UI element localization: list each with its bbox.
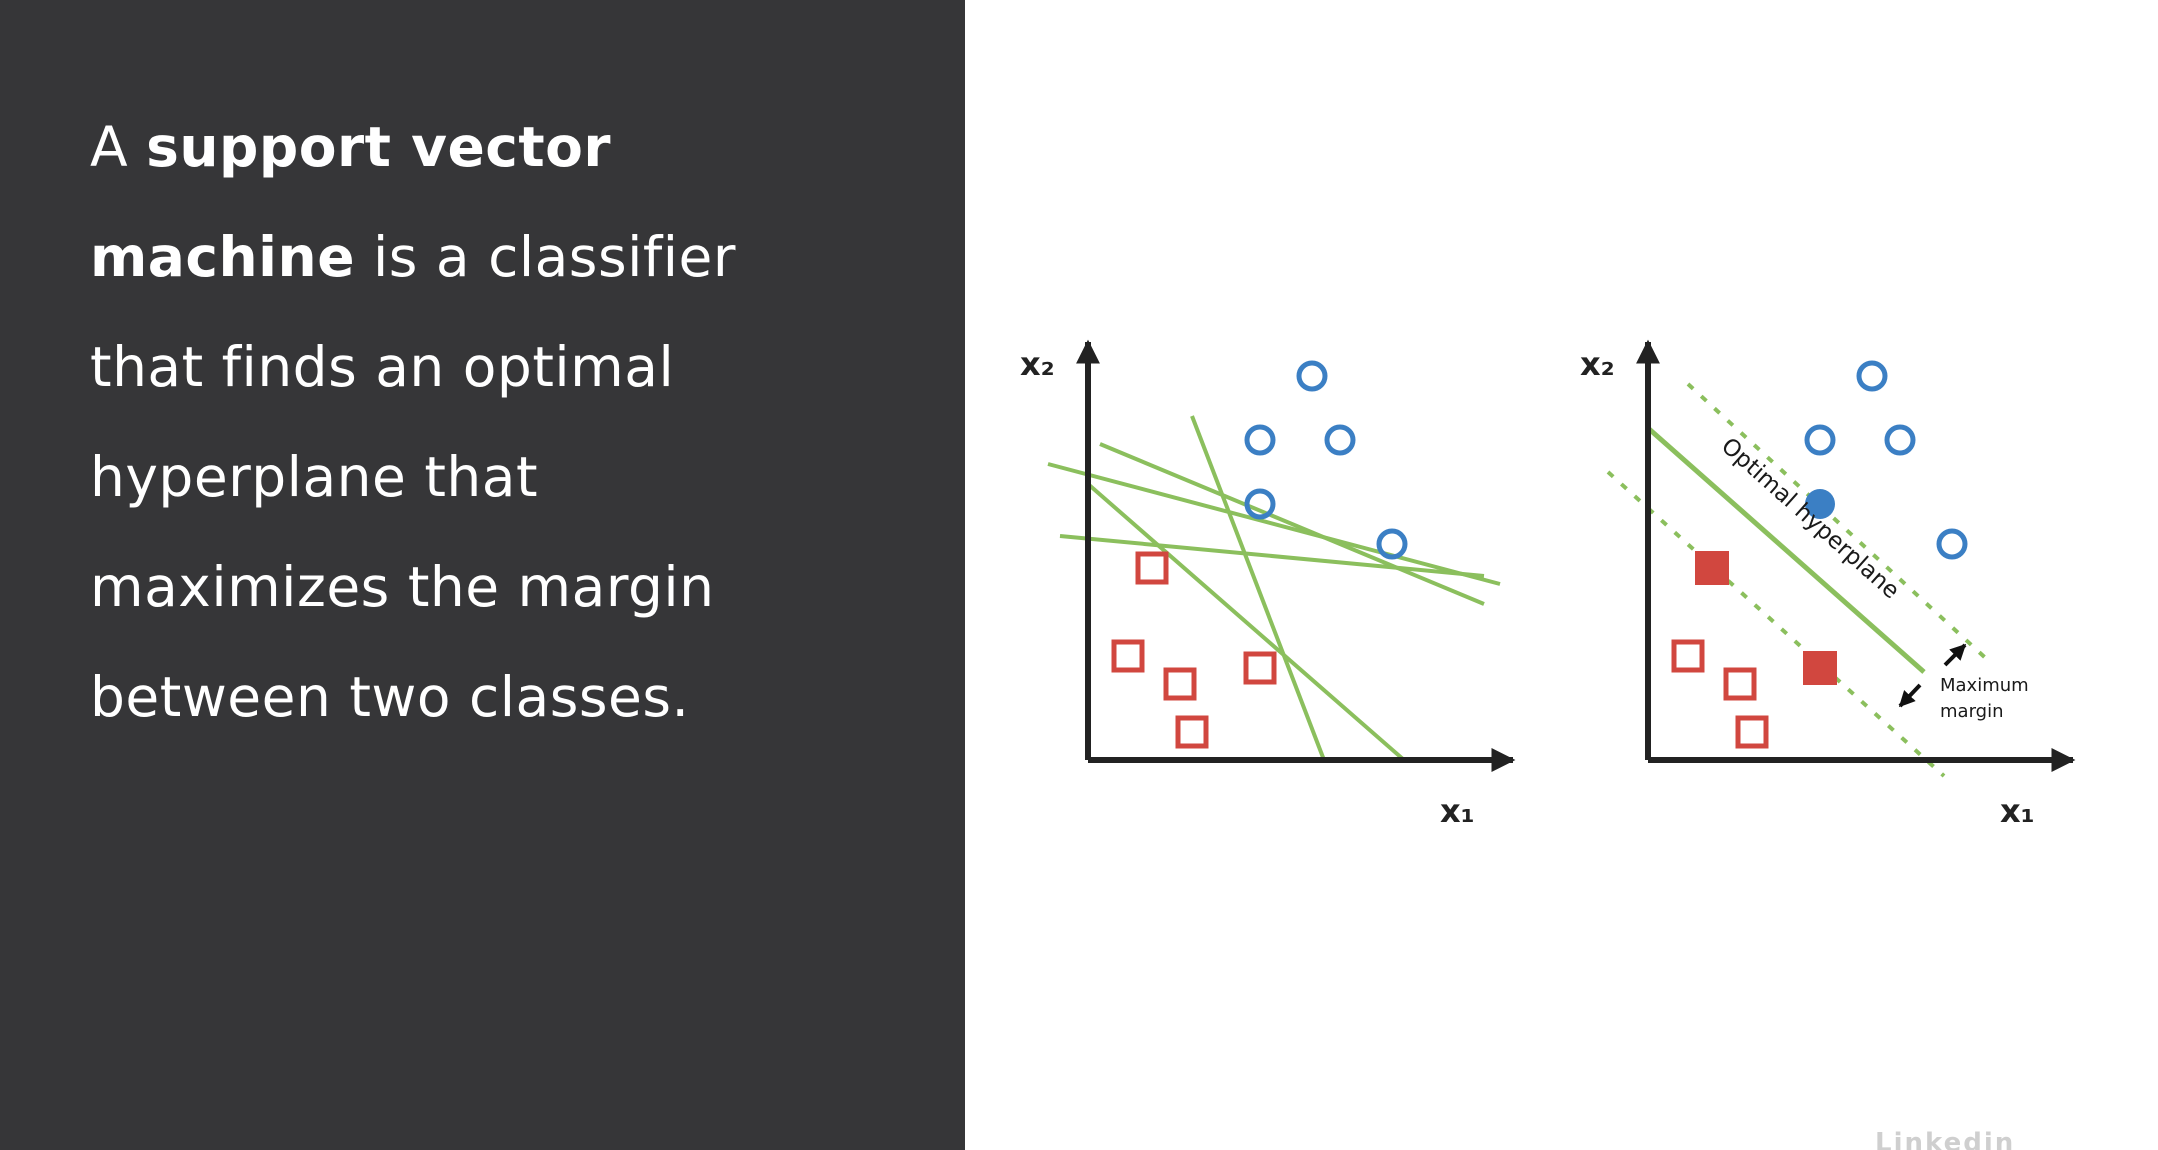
optimal-hyperplane-line <box>1646 426 1926 674</box>
circle-class-point <box>1244 488 1276 520</box>
candidate-hyperplanes-diagram: x₂ x₁ <box>1020 339 1516 830</box>
candidate-hyperplane-line <box>1099 442 1485 606</box>
definition-text-run: that finds an optimal <box>90 335 675 399</box>
left-data-points <box>1111 360 1408 749</box>
left-x-axis-label: x₁ <box>1440 792 1475 830</box>
circle-class-point <box>1804 424 1836 456</box>
circle-class-point <box>1244 424 1276 456</box>
definition-text-run: is a classifier <box>355 225 736 289</box>
candidate-hyperplane-line <box>1047 462 1501 586</box>
optimal-hyperplane-diagram: x₂ x₁ Optimal hyperplane Maximum margin <box>1580 339 2076 830</box>
diagrams-area: x₂ x₁ x₂ x₁ Optimal hyperplane Maximum m… <box>965 0 2158 1150</box>
definition-line: between two classes. <box>90 642 910 752</box>
square-class-point <box>1243 651 1277 685</box>
definition-text-run: maximizes the margin <box>90 555 715 619</box>
maximum-margin-label-line2: margin <box>1940 701 2003 722</box>
maximum-margin-arrow-up <box>1943 643 1967 667</box>
definition-line: maximizes the margin <box>90 532 910 642</box>
definition-panel: A support vector machine is a classifier t… <box>0 0 965 1150</box>
margin-boundary-lower <box>1606 470 1946 778</box>
definition-line: hyperplane that <box>90 422 910 532</box>
definition-text-run: between two classes. <box>90 665 690 729</box>
circle-class-point <box>1856 360 1888 392</box>
square-class-point <box>1135 551 1169 585</box>
right-y-axis-label: x₂ <box>1580 345 1615 383</box>
circle-class-point <box>1324 424 1356 456</box>
definition-text-run: A <box>90 115 147 179</box>
optimal-hyperplane-label: Optimal hyperplane <box>1716 433 1904 604</box>
linkedin-learning-watermark: Linkedin LEARNING <box>1875 1128 2016 1150</box>
square-class-point <box>1723 667 1757 701</box>
definition-bold-term: support vector <box>146 115 612 179</box>
candidate-lines <box>1047 415 1501 762</box>
definition-line: machine is a classifier <box>90 202 910 312</box>
circle-class-point <box>1805 489 1835 519</box>
left-y-axis-label: x₂ <box>1020 345 1055 383</box>
definition-line: that finds an optimal <box>90 312 910 422</box>
square-class-point <box>1111 639 1145 673</box>
circle-class-point <box>1884 424 1916 456</box>
square-class-point <box>1163 667 1197 701</box>
definition-bold-term: machine <box>90 225 355 289</box>
svm-diagrams: x₂ x₁ x₂ x₁ Optimal hyperplane Maximum m… <box>1020 339 2076 830</box>
svm-definition-text: A support vector machine is a classifier t… <box>90 92 910 752</box>
candidate-hyperplane-line <box>1059 534 1485 578</box>
candidate-hyperplane-line <box>1086 482 1406 762</box>
right-x-axis-label: x₁ <box>2000 792 2035 830</box>
definition-line: A support vector <box>90 92 910 202</box>
square-class-point <box>1671 639 1705 673</box>
maximum-margin-arrow-down <box>1898 683 1922 708</box>
right-data-points <box>1671 360 1968 749</box>
square-class-point <box>1175 715 1209 749</box>
hyperplane-and-margins <box>1606 382 1994 778</box>
margin-boundary-upper <box>1686 382 1994 666</box>
circle-class-point <box>1296 360 1328 392</box>
candidate-hyperplane-line <box>1190 415 1326 761</box>
definition-text-run: hyperplane that <box>90 445 539 509</box>
square-class-point <box>1803 651 1837 685</box>
square-class-point <box>1735 715 1769 749</box>
circle-class-point <box>1376 528 1408 560</box>
maximum-margin-label-line1: Maximum <box>1940 675 2029 696</box>
circle-class-point <box>1936 528 1968 560</box>
square-class-point <box>1695 551 1729 585</box>
